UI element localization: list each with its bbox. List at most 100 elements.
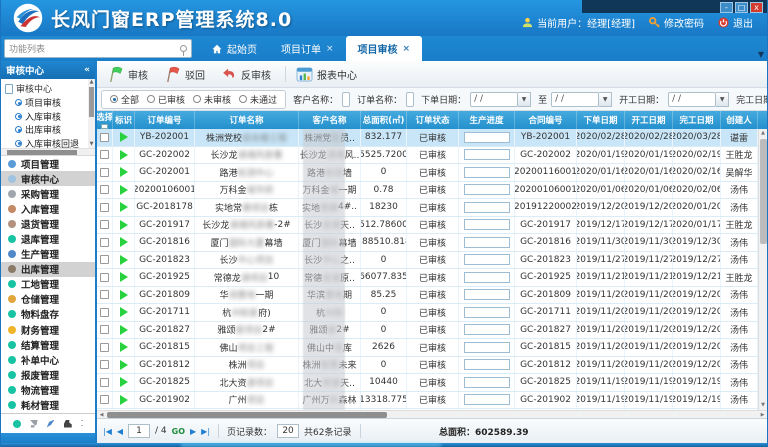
row-checkbox[interactable] [100,220,109,230]
row-checkbox[interactable] [100,132,109,142]
scroll-up-icon[interactable]: ▲ [761,130,765,136]
sidebar-menu-item[interactable]: 采购管理 [1,186,95,201]
sidebar-menu-item[interactable]: 报废管理 [1,367,95,382]
sidebar-menu-item[interactable]: 审核中心 [1,171,95,187]
tab-close-icon[interactable]: × [326,43,334,54]
sidebar-menu-item[interactable]: 工地管理 [1,277,95,292]
pen-icon[interactable] [46,419,55,428]
scroll-down-icon[interactable]: ▼ [89,141,94,147]
tree-item[interactable]: 项目审核 [5,96,87,110]
tree-item[interactable]: 入库审核回退 [5,137,87,148]
more-icons-toggle[interactable]: ⁚ [80,418,84,428]
unaudit-button[interactable]: 反审核 [217,65,279,84]
status-radio[interactable]: 全部 [110,93,139,106]
status-radio[interactable]: 未通过 [239,93,277,106]
maximize-button[interactable]: □ [735,2,748,13]
row-checkbox[interactable] [100,290,109,300]
sidebar-menu-item[interactable]: 入库管理 [1,201,95,216]
prev-page-button[interactable]: ◀ [116,426,124,436]
row-checkbox[interactable] [100,150,109,160]
audit-button[interactable]: 审核 [103,64,156,85]
close-button[interactable]: x [750,2,763,13]
cart-icon[interactable] [29,419,38,428]
row-checkbox[interactable] [100,167,109,177]
status-radio[interactable]: 未审核 [193,93,231,106]
scroll-down-icon[interactable]: ▼ [761,402,765,408]
row-checkbox[interactable] [100,307,109,317]
row-checkbox[interactable] [100,377,109,387]
page-size-input[interactable]: 20 [277,424,300,438]
sidebar-menu-item[interactable]: 物料盘存 [1,307,95,322]
sidebar-menu-item[interactable]: 退库管理 [1,231,95,246]
row-checkbox[interactable] [100,325,109,335]
sidebar-menu-item[interactable]: 仓储管理 [1,292,95,307]
calendar-dropdown-icon[interactable]: ▼ [599,91,613,107]
sidebar-menu-item[interactable]: 出库管理 [1,261,95,277]
row-checkbox[interactable] [100,395,109,405]
status-radio[interactable]: 已审核 [147,93,185,106]
pin-icon[interactable] [180,45,187,56]
sidebar-menu-item[interactable]: 补单中心 [1,352,95,367]
person-icon[interactable] [63,419,72,428]
tree-scroll-thumb[interactable] [89,87,94,117]
start-date-input[interactable]: / / [668,91,717,107]
table-row[interactable] [97,409,758,410]
scroll-right-icon[interactable]: ▶ [760,412,765,418]
order-date-input[interactable]: / / [470,91,519,107]
tab[interactable]: 项目审核 × [345,36,423,61]
table-vertical-scrollbar[interactable]: ▲ ▼ [758,129,767,410]
sidebar-menu-item[interactable]: 财务管理 [1,322,95,337]
report-center-button[interactable]: 报表中心 [292,65,365,84]
tree-vertical-scrollbar[interactable]: ▲ ▼ [88,79,95,148]
tree-horizontal-scrollbar[interactable] [1,149,95,156]
tree-item[interactable]: 出库审核 [5,123,87,137]
row-checkbox[interactable] [100,255,109,265]
tree-hscroll-thumb[interactable] [7,150,77,155]
next-page-button[interactable]: ▶ [190,426,197,436]
scroll-up-icon[interactable]: ▲ [89,79,94,85]
first-page-button[interactable]: |◀ [103,426,112,436]
sidebar-menu-item[interactable]: 项目管理 [1,156,95,171]
customer-name-input[interactable] [342,91,351,107]
scroll-left-icon[interactable]: ◀ [99,412,104,418]
tab-overflow-icon[interactable]: ▼ [757,50,764,59]
order-name-input[interactable] [406,91,415,107]
table-horizontal-scrollbar[interactable]: ◀ ▶ [97,410,767,418]
logout-button[interactable]: 退出 [718,15,753,30]
last-page-button[interactable]: ▶| [201,426,211,436]
dot-icon[interactable] [12,419,21,428]
page-number-input[interactable]: 1 [128,424,151,438]
sidebar-menu-item[interactable]: 退货管理 [1,216,95,231]
tree-root-item[interactable]: 审核中心 [5,81,87,96]
tab-close-icon[interactable]: × [402,43,411,54]
calendar-dropdown-icon[interactable]: ▼ [716,91,730,107]
hscroll-thumb[interactable] [107,412,387,418]
order-date-to-input[interactable]: / / [551,91,600,107]
sidebar-menu-item[interactable]: 耗材管理 [1,398,95,413]
row-checkbox[interactable] [100,185,109,195]
row-checkbox[interactable] [100,237,109,247]
row-checkbox[interactable] [100,272,109,282]
reject-button[interactable]: 驳回 [160,64,213,85]
sidebar-menu-item[interactable]: 生产管理 [1,247,95,262]
tab[interactable]: 起始页 × [200,36,269,61]
row-checkbox[interactable] [100,342,109,352]
collapse-panel-icon[interactable]: « [84,65,90,75]
tree-item[interactable]: 入库审核 [5,110,87,124]
